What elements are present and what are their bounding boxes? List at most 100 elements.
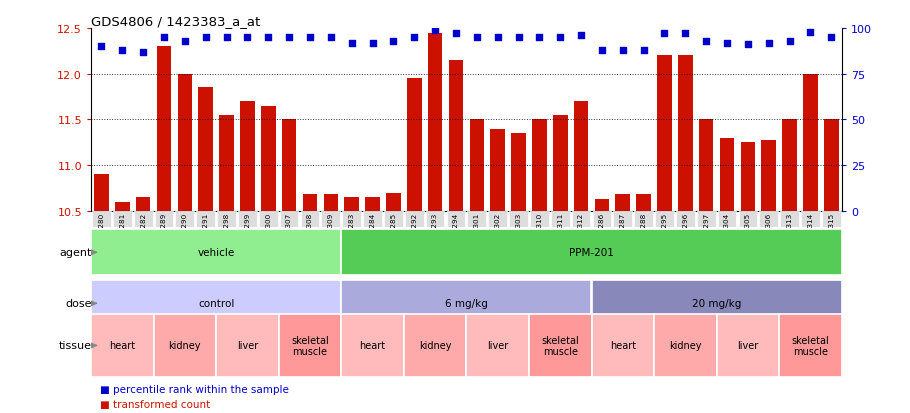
Point (824, 35, 839, 41)
Bar (699, 120, 713, 211)
Point (386, 38, 400, 45)
Point (324, 35, 339, 41)
Text: liver: liver (737, 341, 759, 351)
Text: GSM783306: GSM783306 (765, 212, 772, 256)
Bar (384, 211, 403, 227)
Bar (822, 211, 841, 227)
Point (615, 47, 630, 54)
Bar (219, 116, 234, 211)
Text: GSM783282: GSM783282 (140, 212, 147, 256)
Text: GSM783313: GSM783313 (786, 212, 793, 256)
Point (720, 40, 734, 47)
Bar (529, 314, 592, 377)
Bar (678, 56, 693, 211)
Point (678, 31, 693, 38)
Bar (592, 281, 842, 327)
Bar (341, 230, 842, 275)
Text: GSM783314: GSM783314 (807, 212, 814, 256)
Text: kidney: kidney (419, 341, 451, 351)
Bar (157, 47, 171, 211)
Bar (426, 211, 444, 227)
Bar (363, 211, 382, 227)
Bar (613, 211, 632, 227)
Bar (447, 211, 465, 227)
Text: GSM783300: GSM783300 (265, 212, 271, 256)
Bar (490, 129, 505, 211)
Bar (571, 211, 591, 227)
Bar (428, 33, 442, 211)
Bar (342, 211, 361, 227)
Point (699, 38, 713, 45)
Point (198, 35, 213, 41)
Bar (551, 211, 570, 227)
Bar (530, 211, 549, 227)
Point (177, 38, 192, 45)
Text: GSM783297: GSM783297 (703, 212, 709, 256)
Point (261, 35, 276, 41)
Bar (592, 211, 612, 227)
Text: control: control (198, 299, 234, 309)
Text: GSM783285: GSM783285 (390, 212, 397, 256)
Text: GSM783307: GSM783307 (286, 212, 292, 256)
Text: GSM783301: GSM783301 (474, 212, 480, 256)
Bar (405, 211, 424, 227)
Bar (324, 195, 339, 211)
Bar (94, 175, 108, 211)
Text: heart: heart (109, 341, 136, 351)
Text: ■ percentile rank within the sample: ■ percentile rank within the sample (100, 385, 289, 394)
Point (762, 40, 776, 47)
Text: heart: heart (610, 341, 636, 351)
Bar (197, 211, 215, 227)
Bar (303, 195, 318, 211)
Bar (509, 211, 528, 227)
Bar (718, 211, 736, 227)
Text: agent: agent (60, 248, 92, 258)
Text: GSM783284: GSM783284 (369, 212, 376, 256)
Text: kidney: kidney (669, 341, 702, 351)
Bar (783, 120, 797, 211)
Text: 6 mg/kg: 6 mg/kg (445, 299, 488, 309)
Text: vehicle: vehicle (197, 248, 235, 258)
Bar (804, 74, 818, 211)
Bar (739, 211, 757, 227)
Bar (240, 102, 255, 211)
Point (741, 42, 755, 49)
Text: liver: liver (237, 341, 258, 351)
Bar (176, 211, 194, 227)
Text: skeletal
muscle: skeletal muscle (541, 335, 579, 356)
Point (804, 29, 818, 36)
Bar (91, 230, 341, 275)
Text: GSM783289: GSM783289 (161, 212, 167, 256)
Bar (407, 79, 421, 211)
Bar (594, 199, 609, 211)
Bar (654, 314, 717, 377)
Bar (217, 211, 236, 227)
Bar (386, 193, 400, 211)
Text: skeletal
muscle: skeletal muscle (291, 335, 329, 356)
Bar (321, 211, 340, 227)
Text: GSM783295: GSM783295 (662, 212, 668, 256)
Bar (154, 314, 217, 377)
Bar (720, 138, 734, 211)
Point (428, 27, 442, 34)
Bar (592, 314, 654, 377)
Text: skeletal
muscle: skeletal muscle (792, 335, 829, 356)
Text: GSM783308: GSM783308 (307, 212, 313, 256)
Text: GSM783292: GSM783292 (411, 212, 418, 256)
Bar (574, 102, 589, 211)
Text: GSM783287: GSM783287 (620, 212, 626, 256)
Bar (115, 202, 129, 211)
Bar (676, 211, 694, 227)
Bar (759, 211, 778, 227)
Bar (801, 211, 820, 227)
Text: tissue: tissue (59, 341, 92, 351)
Point (594, 47, 609, 54)
Point (574, 33, 589, 40)
Bar (177, 74, 192, 211)
Bar (341, 314, 404, 377)
Bar (780, 211, 799, 227)
Text: 20 mg/kg: 20 mg/kg (692, 299, 742, 309)
Point (115, 47, 129, 54)
Point (407, 35, 421, 41)
Text: liver: liver (487, 341, 509, 351)
